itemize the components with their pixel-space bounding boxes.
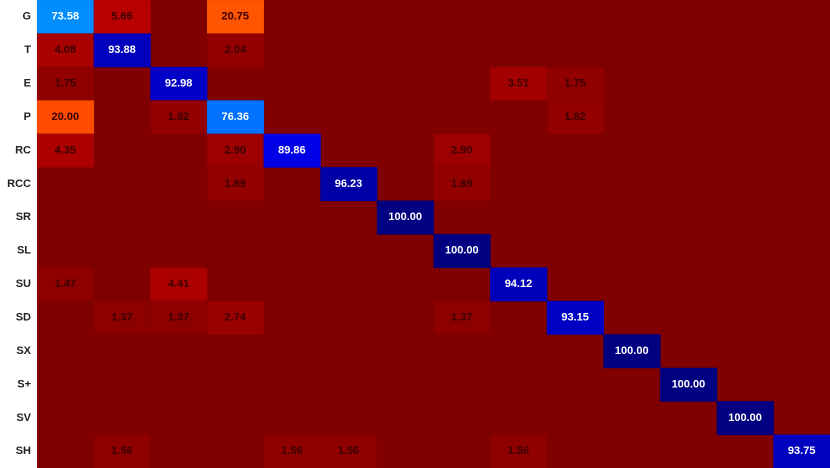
heatmap-cell (433, 233, 492, 269)
row-label: SU (16, 278, 31, 290)
cell-label: 2.74 (225, 311, 247, 323)
cell-label: 93.88 (108, 44, 136, 56)
cell-label: 96.23 (335, 178, 363, 190)
heatmap-cell (489, 66, 548, 102)
heatmap-cell (206, 166, 265, 202)
row-label: T (24, 44, 31, 56)
heatmap-cell (206, 300, 265, 336)
cell-label: 3.51 (508, 77, 529, 89)
cell-label: 1.56 (281, 445, 302, 457)
row-label: SH (16, 445, 31, 457)
cell-label: 93.15 (561, 311, 589, 323)
heatmap-cell (93, 434, 152, 468)
row-label: SR (16, 211, 31, 223)
row-label: E (24, 77, 31, 89)
heatmap-cell (659, 367, 718, 403)
heatmap-cell (433, 133, 492, 169)
heatmap-cell (263, 133, 322, 169)
heatmap-cell (376, 200, 435, 235)
heatmap-cell (149, 99, 208, 135)
cell-label: 94.12 (505, 278, 533, 290)
heatmap-cell (263, 434, 322, 468)
row-label: SL (17, 245, 31, 257)
cell-label: 1.47 (55, 278, 76, 290)
cell-label: 100.00 (445, 245, 479, 257)
cell-label: 100.00 (728, 412, 762, 424)
heatmap-cell (602, 333, 662, 369)
heatmap-cell (546, 99, 605, 135)
row-label: RCC (7, 178, 31, 190)
heatmap-cell (319, 166, 378, 202)
cell-label: 20.00 (52, 111, 80, 123)
cell-label: 73.58 (52, 11, 80, 23)
heatmap-cell (489, 434, 548, 468)
row-label: S+ (17, 378, 31, 390)
row-label: SX (16, 345, 31, 357)
cell-label: 1.56 (508, 445, 529, 457)
cell-label: 5.66 (111, 11, 132, 23)
cell-label: 1.89 (225, 178, 246, 190)
heatmap-cell (36, 266, 95, 302)
heatmap-cell (93, 32, 152, 68)
cell-label: 20.75 (221, 11, 249, 23)
heatmap-cell (433, 300, 492, 336)
cell-label: 1.37 (111, 311, 132, 323)
cell-label: 2.90 (225, 144, 246, 156)
cell-label: 4.35 (55, 144, 76, 156)
cell-label: 100.00 (615, 345, 649, 357)
cell-label: 2.90 (451, 144, 472, 156)
cell-label: 4.41 (168, 278, 189, 290)
cell-label: 1.37 (451, 311, 472, 323)
heatmap-cell (546, 300, 605, 336)
cell-label: 1.56 (338, 445, 359, 457)
cell-label: 1.89 (451, 178, 472, 190)
heatmap-cell (206, 0, 265, 35)
cell-label: 76.36 (221, 111, 249, 123)
cell-label: 1.56 (111, 445, 132, 457)
cell-label: 2.04 (225, 44, 247, 56)
cell-label: 1.82 (168, 111, 189, 123)
heatmap-cell (93, 0, 152, 35)
heatmap-cell (489, 266, 548, 302)
row-label: G (22, 11, 31, 23)
cell-label: 1.75 (55, 77, 76, 89)
cell-label: 89.86 (278, 144, 306, 156)
heatmap-cell (36, 0, 95, 35)
heatmap-cell (206, 99, 265, 135)
row-label: SD (16, 311, 31, 323)
cell-label: 1.82 (564, 111, 585, 123)
heatmap-cell (93, 300, 152, 336)
cell-label: 1.37 (168, 311, 189, 323)
cell-label: 100.00 (388, 211, 422, 223)
heatmap-cell (716, 400, 775, 436)
cell-label: 92.98 (165, 77, 193, 89)
heatmap-cell (36, 66, 95, 102)
row-label: SV (16, 412, 31, 424)
heatmap-cell (433, 166, 492, 202)
heatmap-cell (206, 133, 265, 169)
cell-label: 100.00 (672, 378, 706, 390)
cell-label: 93.75 (788, 445, 816, 457)
heatmap-cell (36, 99, 95, 135)
heatmap-cell (36, 32, 95, 68)
heatmap-cell (36, 133, 95, 169)
cell-label: 4.08 (55, 44, 76, 56)
heatmap-cell (772, 434, 830, 468)
row-label: P (24, 111, 31, 123)
cell-label: 1.75 (564, 77, 585, 89)
heatmap-cell (319, 434, 378, 468)
row-label: RC (15, 144, 31, 156)
heatmap-cell (206, 32, 265, 68)
heatmap-cell (149, 266, 208, 302)
